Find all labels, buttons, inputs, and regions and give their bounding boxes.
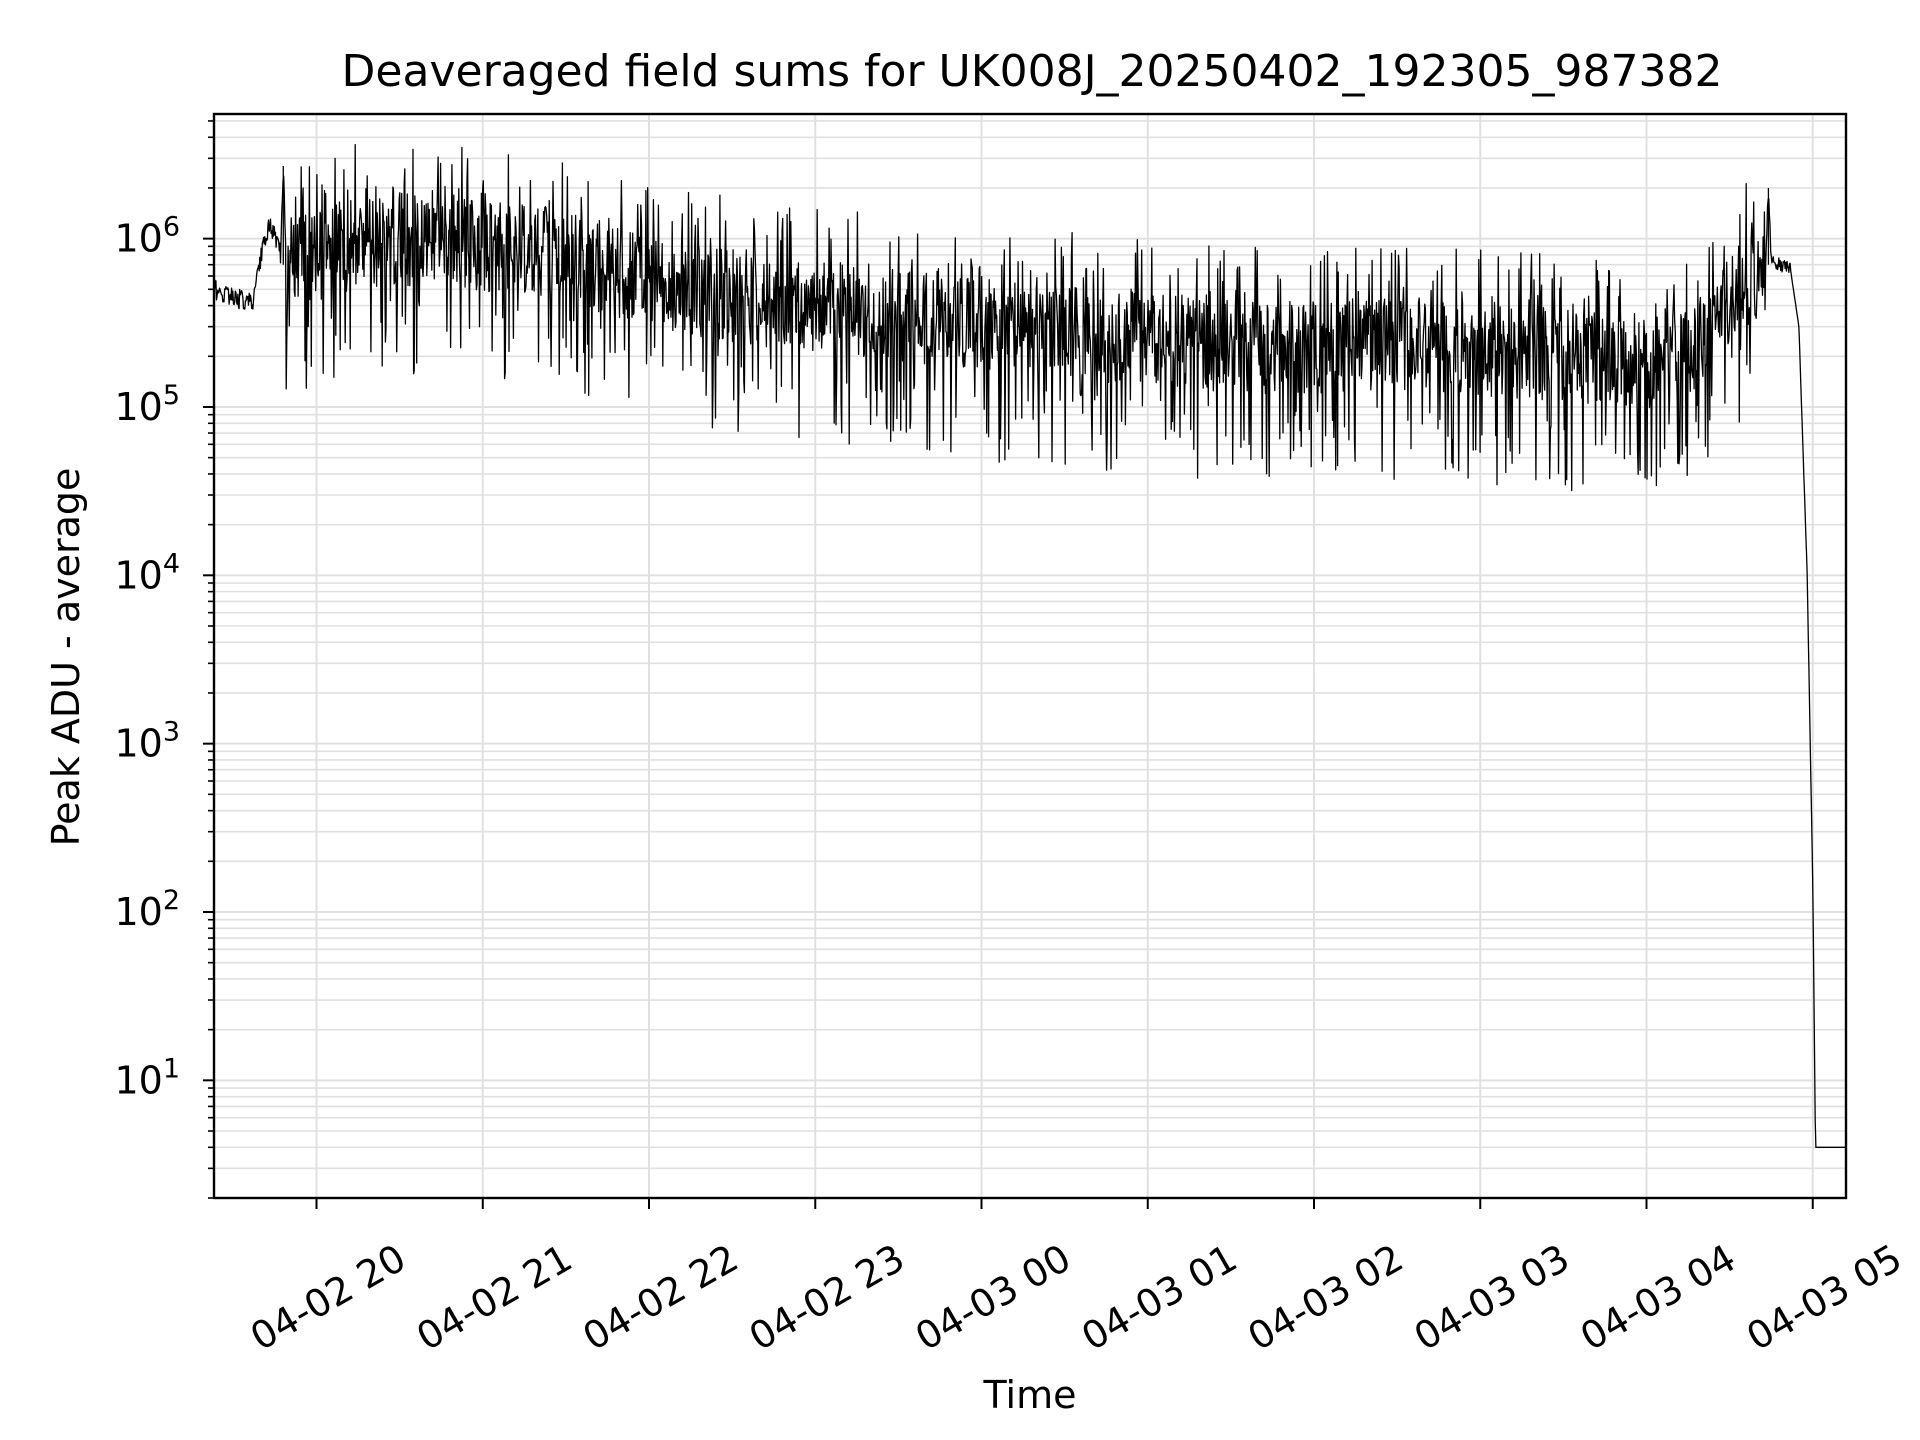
x-axis-label: Time — [983, 1373, 1077, 1417]
data-series-line — [213, 143, 1847, 1148]
y-axis-label: Peak ADU - average — [44, 468, 88, 847]
y-tick-label: 106 — [114, 212, 180, 261]
y-tick-label: 102 — [114, 885, 180, 934]
grid-lines — [214, 114, 1846, 1199]
data-layer — [213, 143, 1847, 1148]
y-axis: 101 102 103 104 105 106 — [114, 120, 214, 1199]
y-tick-label: 101 — [114, 1053, 180, 1102]
plot-frame — [212, 112, 1848, 1200]
y-tick-label: 104 — [114, 548, 180, 597]
chart-title: Deaveraged field sums for UK008J_2025040… — [342, 46, 1723, 97]
y-tick-label: 105 — [114, 380, 180, 429]
y-tick-label: 103 — [114, 717, 180, 766]
